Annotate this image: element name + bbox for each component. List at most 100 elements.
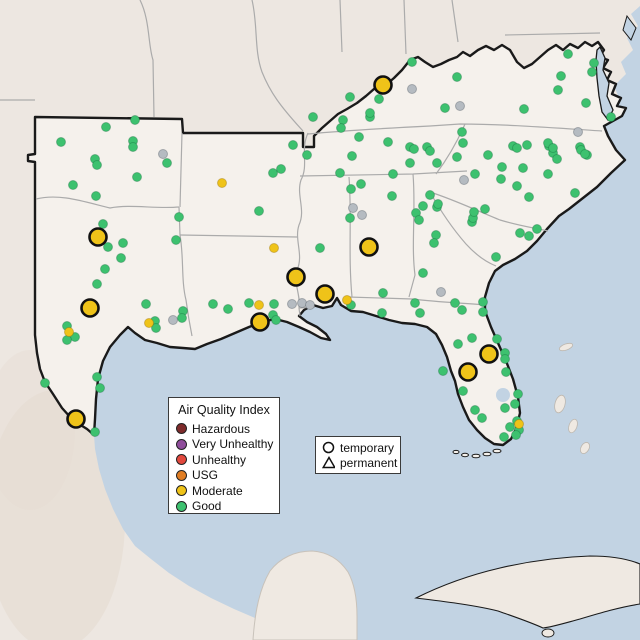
aqi-monitor-marker-good[interactable] [457, 127, 467, 137]
aqi-monitor-marker-good[interactable] [452, 152, 462, 162]
aqi-monitor-marker-no-data[interactable] [158, 149, 168, 159]
aqi-monitor-marker-good[interactable] [501, 367, 511, 377]
aqi-monitor-marker-good[interactable] [101, 122, 111, 132]
aqi-monitor-marker-no-data[interactable] [436, 287, 446, 297]
aqi-monitor-marker-moderate-small[interactable] [217, 178, 227, 188]
aqi-monitor-marker-good[interactable] [244, 298, 254, 308]
aqi-monitor-marker-good[interactable] [345, 213, 355, 223]
aqi-monitor-marker-good[interactable] [118, 238, 128, 248]
aqi-monitor-marker-good[interactable] [388, 169, 398, 179]
aqi-monitor-marker-good[interactable] [116, 253, 126, 263]
aqi-monitor-marker-good[interactable] [511, 430, 521, 440]
aqi-monitor-marker-good[interactable] [581, 98, 591, 108]
aqi-monitor-marker-good[interactable] [563, 49, 573, 59]
aqi-monitor-marker-good[interactable] [496, 174, 506, 184]
aqi-monitor-marker-good[interactable] [522, 140, 532, 150]
aqi-monitor-marker-good[interactable] [354, 132, 364, 142]
aqi-monitor-marker-good[interactable] [100, 264, 110, 274]
aqi-monitor-marker-moderate-small[interactable] [254, 300, 264, 310]
aqi-monitor-marker-moderate-small[interactable] [514, 419, 524, 429]
aqi-monitor-marker-good[interactable] [223, 304, 233, 314]
aqi-monitor-marker-good[interactable] [254, 206, 264, 216]
aqi-monitor-marker-good[interactable] [532, 224, 542, 234]
aqi-monitor-marker-good[interactable] [308, 112, 318, 122]
aqi-monitor-marker-good[interactable] [457, 305, 467, 315]
aqi-monitor-marker-moderate-large[interactable] [286, 267, 306, 287]
aqi-monitor-marker-good[interactable] [276, 164, 286, 174]
aqi-monitor-marker-good[interactable] [453, 339, 463, 349]
aqi-monitor-marker-good[interactable] [346, 184, 356, 194]
aqi-monitor-marker-good[interactable] [132, 172, 142, 182]
aqi-monitor-marker-good[interactable] [524, 192, 534, 202]
aqi-monitor-marker-good[interactable] [302, 150, 312, 160]
aqi-monitor-marker-good[interactable] [347, 151, 357, 161]
aqi-monitor-marker-good[interactable] [98, 219, 108, 229]
aqi-monitor-marker-good[interactable] [458, 386, 468, 396]
aqi-monitor-marker-good[interactable] [512, 181, 522, 191]
aqi-monitor-marker-moderate-large[interactable] [315, 284, 335, 304]
aqi-monitor-marker-good[interactable] [438, 366, 448, 376]
aqi-monitor-marker-good[interactable] [510, 399, 520, 409]
aqi-monitor-marker-good[interactable] [556, 71, 566, 81]
aqi-monitor-marker-good[interactable] [91, 191, 101, 201]
aqi-monitor-marker-good[interactable] [515, 228, 525, 238]
aqi-monitor-marker-moderate-large[interactable] [66, 409, 86, 429]
aqi-monitor-marker-good[interactable] [425, 190, 435, 200]
aqi-monitor-marker-moderate-small[interactable] [144, 318, 154, 328]
aqi-monitor-marker-good[interactable] [478, 307, 488, 317]
aqi-monitor-marker-good[interactable] [288, 140, 298, 150]
aqi-monitor-marker-good[interactable] [377, 308, 387, 318]
aqi-monitor-marker-good[interactable] [458, 138, 468, 148]
aqi-monitor-marker-good[interactable] [418, 201, 428, 211]
aqi-monitor-marker-good[interactable] [171, 235, 181, 245]
aqi-monitor-marker-good[interactable] [580, 149, 590, 159]
aqi-monitor-marker-good[interactable] [365, 108, 375, 118]
aqi-monitor-marker-good[interactable] [470, 405, 480, 415]
aqi-monitor-marker-good[interactable] [500, 354, 510, 364]
aqi-monitor-marker-moderate-large[interactable] [373, 75, 393, 95]
aqi-monitor-marker-good[interactable] [497, 162, 507, 172]
aqi-monitor-marker-good[interactable] [452, 72, 462, 82]
aqi-monitor-marker-moderate-large[interactable] [250, 312, 270, 332]
aqi-monitor-marker-good[interactable] [68, 180, 78, 190]
aqi-monitor-marker-good[interactable] [383, 137, 393, 147]
aqi-monitor-marker-good[interactable] [374, 94, 384, 104]
aqi-monitor-marker-good[interactable] [543, 169, 553, 179]
aqi-monitor-marker-good[interactable] [450, 298, 460, 308]
aqi-monitor-marker-good[interactable] [548, 143, 558, 153]
aqi-monitor-marker-moderate-small[interactable] [342, 295, 352, 305]
aqi-monitor-marker-no-data[interactable] [573, 127, 583, 137]
aqi-monitor-marker-no-data[interactable] [407, 84, 417, 94]
aqi-monitor-marker-moderate-small[interactable] [269, 243, 279, 253]
aqi-monitor-marker-good[interactable] [499, 432, 509, 442]
aqi-monitor-marker-good[interactable] [162, 158, 172, 168]
aqi-monitor-marker-good[interactable] [440, 103, 450, 113]
aqi-monitor-marker-good[interactable] [429, 238, 439, 248]
aqi-monitor-marker-good[interactable] [409, 144, 419, 154]
aqi-monitor-marker-good[interactable] [92, 372, 102, 382]
aqi-monitor-marker-good[interactable] [405, 158, 415, 168]
aqi-monitor-marker-good[interactable] [410, 298, 420, 308]
aqi-monitor-marker-moderate-large[interactable] [359, 237, 379, 257]
aqi-monitor-marker-good[interactable] [483, 150, 493, 160]
aqi-monitor-marker-good[interactable] [70, 332, 80, 342]
aqi-monitor-marker-moderate-large[interactable] [458, 362, 478, 382]
aqi-monitor-marker-good[interactable] [208, 299, 218, 309]
aqi-monitor-marker-good[interactable] [425, 146, 435, 156]
aqi-monitor-marker-good[interactable] [56, 137, 66, 147]
aqi-monitor-marker-good[interactable] [500, 403, 510, 413]
aqi-monitor-marker-moderate-large[interactable] [88, 227, 108, 247]
aqi-monitor-marker-good[interactable] [271, 315, 281, 325]
aqi-monitor-marker-good[interactable] [432, 158, 442, 168]
aqi-monitor-marker-good[interactable] [315, 243, 325, 253]
aqi-monitor-marker-good[interactable] [418, 268, 428, 278]
aqi-monitor-marker-good[interactable] [128, 142, 138, 152]
aqi-monitor-marker-good[interactable] [356, 179, 366, 189]
aqi-monitor-marker-good[interactable] [269, 299, 279, 309]
aqi-monitor-marker-good[interactable] [512, 143, 522, 153]
aqi-monitor-marker-good[interactable] [345, 92, 355, 102]
aqi-monitor-marker-no-data[interactable] [168, 315, 178, 325]
aqi-monitor-marker-good[interactable] [470, 169, 480, 179]
aqi-monitor-marker-good[interactable] [95, 383, 105, 393]
